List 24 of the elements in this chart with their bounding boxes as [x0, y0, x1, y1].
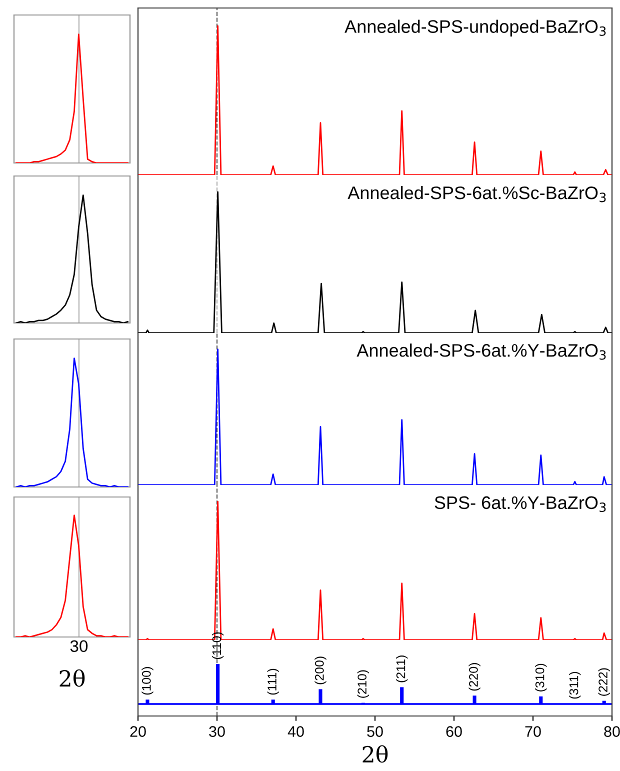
annotation: (310) [535, 664, 547, 692]
annotation: (110) [212, 632, 224, 660]
text: Annealed-SPS-undoped-BaZrO$_{3}$ [344, 20, 606, 37]
text: Annealed-SPS-6at.%Sc-BaZrO$_{3}$ [348, 186, 606, 202]
text: SPS- 6at.%Y-BaZrO$_{3}$ [434, 496, 606, 512]
annotation: (211) [396, 656, 408, 682]
annotation: (222) [598, 668, 610, 696]
annotation: (220) [468, 663, 480, 691]
annotation: (200) [314, 656, 326, 684]
annotation: (100) [142, 667, 154, 695]
x-axis-title: 2θ [362, 745, 388, 763]
x-tick-label: 60 [446, 726, 462, 737]
x-tick-label: 30 [209, 726, 225, 737]
x-tick-label: 20 [130, 726, 146, 737]
x-tick-label: 70 [525, 726, 541, 737]
annotation: (210) [357, 670, 369, 698]
x-tick-label: 80 [604, 726, 620, 737]
text: 30 [70, 640, 88, 652]
annotation: (111) [267, 668, 279, 695]
x-tick-label: 40 [288, 726, 304, 737]
x-axis-title: 2θ [60, 669, 85, 687]
x-tick-label: 50 [367, 726, 383, 737]
annotation: (311) [569, 672, 581, 699]
text: Annealed-SPS-6at.%Y-BaZrO$_{3}$ [356, 344, 606, 360]
